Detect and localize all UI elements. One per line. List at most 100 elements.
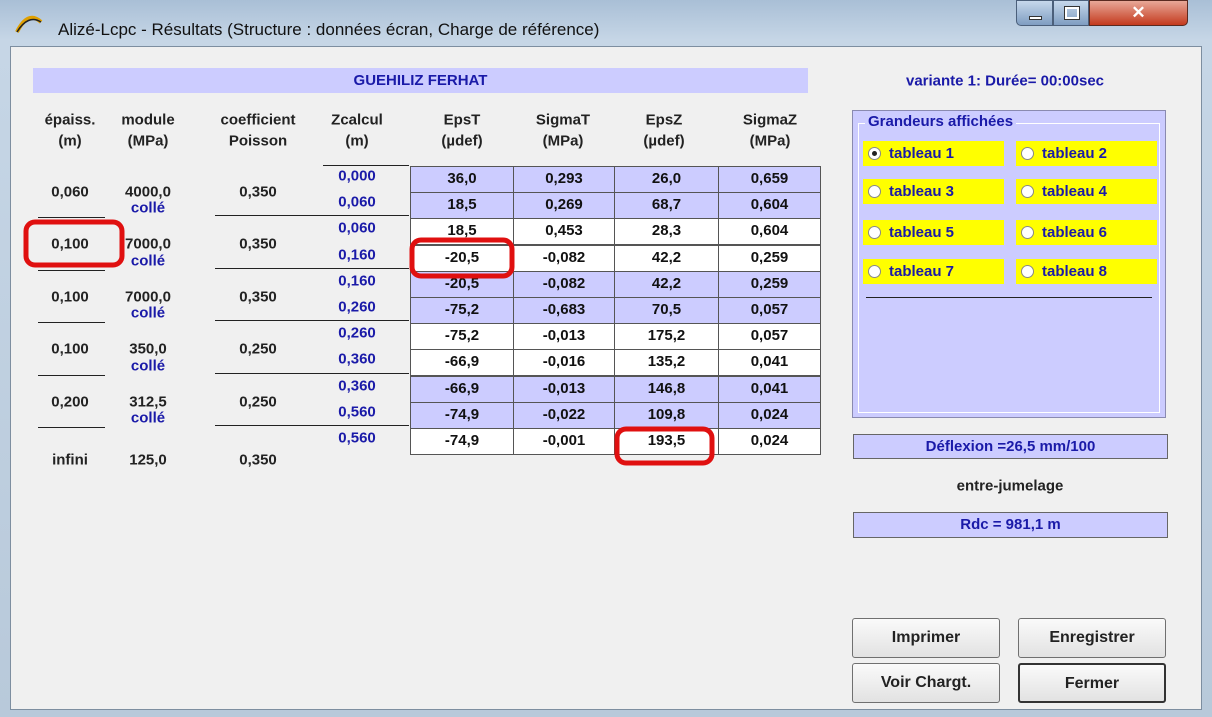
zcalcul-value: 0,360 <box>338 350 376 368</box>
red-highlight <box>614 426 715 466</box>
result-cell: -0,001 <box>513 428 615 455</box>
interface-label: collé <box>130 357 166 375</box>
zcalcul-value: 0,160 <box>338 246 376 264</box>
layer-thickness: 0,060 <box>51 183 89 201</box>
result-cell: 0,453 <box>513 218 615 246</box>
column-header: SigmaZ <box>742 111 798 129</box>
result-cell: -0,022 <box>513 401 615 429</box>
layer-poisson: 0,350 <box>239 183 277 201</box>
option-label: tableau 1 <box>889 145 955 162</box>
column-header: (µdef) <box>643 132 685 150</box>
radio-option[interactable]: tableau 3 <box>863 179 1004 204</box>
result-cell: -0,016 <box>513 349 615 377</box>
interface-label: collé <box>130 252 166 270</box>
layer-modulus: 7000,0 <box>125 235 171 253</box>
result-cell: -74,9 <box>410 428 514 455</box>
layer-modulus: 312,5 <box>129 393 167 411</box>
radio-circle <box>868 147 881 160</box>
radio-option[interactable]: tableau 2 <box>1016 141 1157 166</box>
column-header: (m) <box>345 132 369 150</box>
result-cell: 28,3 <box>614 218 719 246</box>
option-label: tableau 2 <box>1042 145 1108 162</box>
layer-modulus: 7000,0 <box>125 288 171 306</box>
push-button[interactable]: Fermer <box>1018 663 1166 703</box>
separator <box>323 165 409 166</box>
separator <box>215 320 409 322</box>
layer-thickness: 0,100 <box>51 288 89 306</box>
result-cell: 0,024 <box>718 401 821 429</box>
interface-label: collé <box>130 304 166 322</box>
radio-circle <box>1021 185 1034 198</box>
result-cell: 70,5 <box>614 297 719 324</box>
radio-circle <box>868 265 881 278</box>
radio-option[interactable]: tableau 7 <box>863 259 1004 284</box>
radio-option[interactable]: tableau 6 <box>1016 220 1157 245</box>
maximize-button[interactable] <box>1053 0 1089 26</box>
radio-option[interactable]: tableau 5 <box>863 220 1004 245</box>
deflection-box: Déflexion =26,5 mm/100 <box>853 434 1168 459</box>
option-label: tableau 6 <box>1042 224 1108 241</box>
zcalcul-value: 0,560 <box>338 403 376 421</box>
radio-dot <box>872 151 877 156</box>
result-cell: 68,7 <box>614 192 719 220</box>
push-button[interactable]: Imprimer <box>852 618 1000 658</box>
push-button[interactable]: Enregistrer <box>1018 618 1166 658</box>
interface-label: collé <box>130 199 166 217</box>
close-button[interactable]: ✕ <box>1089 0 1188 26</box>
radio-option[interactable]: tableau 8 <box>1016 259 1157 284</box>
banner: GUEHILIZ FERHAT <box>33 68 808 93</box>
column-header: (MPa) <box>127 132 169 150</box>
push-button[interactable]: Voir Chargt. <box>852 663 1000 703</box>
column-header: EpsT <box>443 111 481 129</box>
column-header: EpsZ <box>645 111 683 129</box>
zcalcul-value: 0,360 <box>338 377 376 395</box>
result-cell: 42,2 <box>614 270 719 298</box>
red-highlight <box>409 237 515 279</box>
options-group: Grandeurs affichées tableau 1 tableau 2 tab… <box>852 110 1166 418</box>
column-header: module <box>121 111 175 129</box>
red-highlight <box>23 219 125 268</box>
result-cell: -0,013 <box>513 375 615 403</box>
layer-modulus: 350,0 <box>129 340 167 358</box>
result-cell: 42,2 <box>614 244 719 272</box>
layer-thickness: 0,200 <box>51 393 89 411</box>
zcalcul-value: 0,000 <box>338 167 376 185</box>
result-cell: 0,293 <box>513 166 615 193</box>
radio-option[interactable]: tableau 4 <box>1016 179 1157 204</box>
separator <box>38 217 105 219</box>
layer-poisson: 0,350 <box>239 235 277 253</box>
separator <box>38 322 105 324</box>
zcalcul-value: 0,060 <box>338 193 376 211</box>
result-cell: 146,8 <box>614 375 719 403</box>
layer-poisson: 0,350 <box>239 288 277 306</box>
result-cell: 0,259 <box>718 270 821 298</box>
zcalcul-value: 0,260 <box>338 298 376 316</box>
result-cell: 18,5 <box>410 192 514 220</box>
column-header: SigmaT <box>535 111 591 129</box>
window-title: Alizé-Lcpc - Résultats (Structure : donn… <box>58 20 600 39</box>
zcalcul-value: 0,260 <box>338 324 376 342</box>
separator <box>215 267 409 269</box>
layer-thickness: infini <box>52 451 88 469</box>
separator <box>38 269 105 271</box>
layer-thickness: 0,100 <box>51 340 89 358</box>
result-cell: 36,0 <box>410 166 514 193</box>
radio-circle <box>1021 265 1034 278</box>
radio-circle <box>868 226 881 239</box>
result-cell: 0,659 <box>718 166 821 193</box>
option-label: tableau 4 <box>1042 183 1108 200</box>
option-label: tableau 3 <box>889 183 955 200</box>
zcalcul-value: 0,060 <box>338 219 376 237</box>
layer-modulus: 4000,0 <box>125 183 171 201</box>
radio-circle <box>1021 226 1034 239</box>
option-label: tableau 5 <box>889 224 955 241</box>
result-cell: 0,024 <box>718 428 821 455</box>
rdc-box: Rdc = 981,1 m <box>853 512 1168 538</box>
result-cell: -66,9 <box>410 375 514 403</box>
layer-poisson: 0,250 <box>239 393 277 411</box>
variant-label: variante 1: Durée= 00:00sec <box>905 72 1105 90</box>
result-cell: 26,0 <box>614 166 719 193</box>
radio-option[interactable]: tableau 1 <box>863 141 1004 166</box>
minimize-button[interactable] <box>1016 0 1053 26</box>
result-cell: 0,259 <box>718 244 821 272</box>
